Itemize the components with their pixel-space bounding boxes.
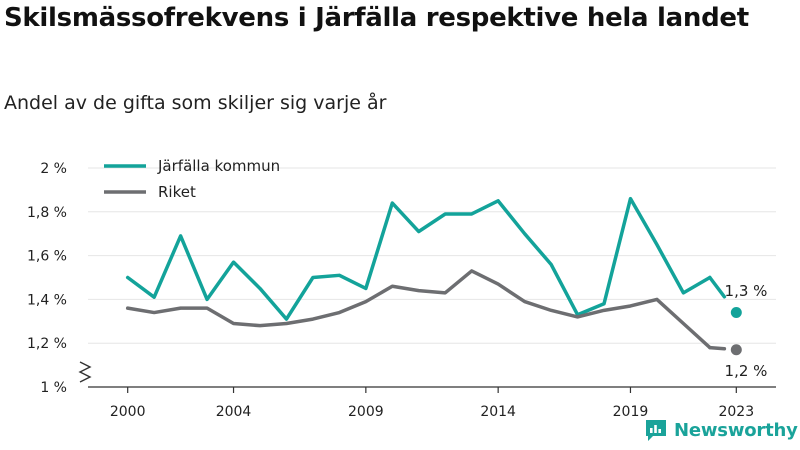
end-point-riket xyxy=(730,344,742,356)
x-tick-label: 2019 xyxy=(613,404,649,420)
x-tick-label: 2004 xyxy=(216,404,252,420)
end-label-jarfalla: 1,3 % xyxy=(725,282,768,300)
y-tick-label: 1,6 % xyxy=(27,249,67,265)
axis-break-icon xyxy=(78,361,92,383)
x-tick-label: 2000 xyxy=(110,404,146,420)
gridlines xyxy=(88,167,776,344)
legend-label-riket: Riket xyxy=(158,183,196,201)
axes: 1 % 1,2 % 1,4 % 1,6 % 1,8 % 2 % 2000 2004 2009 20… xyxy=(27,161,776,420)
y-tick-label: 1 % xyxy=(40,380,67,396)
x-tick-label: 2014 xyxy=(480,404,516,420)
series-line-jarfalla xyxy=(125,196,712,321)
chart-subtitle: Andel av de gifta som skiljer sig varje … xyxy=(4,92,387,114)
brand-name: Newsworthy xyxy=(674,419,798,441)
chart-title: Skilsmässofrekvens i Järfälla respektive… xyxy=(4,3,749,33)
brand-logo: Newsworthy xyxy=(644,418,798,442)
x-tick-label: 2023 xyxy=(718,404,754,420)
legend-label-jarfalla: Järfälla kommun xyxy=(157,157,280,175)
newsworthy-logo-icon xyxy=(646,420,666,441)
y-tick-label: 1,8 % xyxy=(27,205,67,221)
series-line-jarfalla-tail xyxy=(708,275,727,299)
series xyxy=(125,196,742,356)
end-point-jarfalla xyxy=(730,307,742,319)
series-line-riket xyxy=(125,269,712,350)
x-tick-label: 2009 xyxy=(348,404,384,420)
series-line-riket-tail xyxy=(708,345,727,351)
legend: Järfälla kommun Riket xyxy=(104,157,280,201)
y-tick-label: 1,4 % xyxy=(27,292,67,308)
y-tick-label: 1,2 % xyxy=(27,336,67,352)
y-tick-label: 2 % xyxy=(40,161,67,177)
end-label-riket: 1,2 % xyxy=(725,362,768,380)
